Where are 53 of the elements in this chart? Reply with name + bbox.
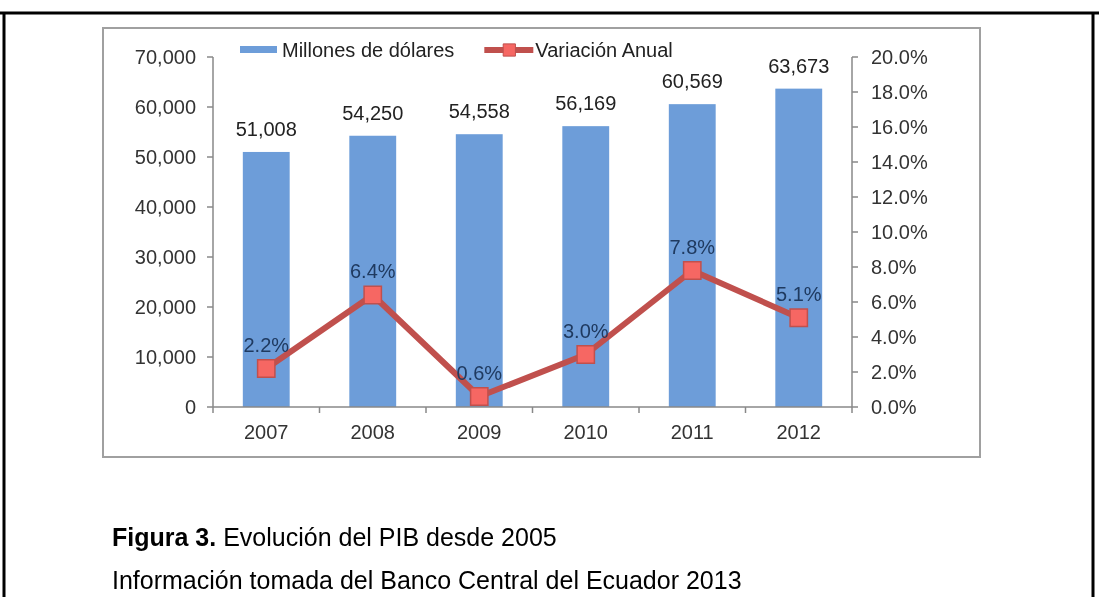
y2-tick-label: 18.0% xyxy=(871,81,928,103)
data-label: 0.6% xyxy=(456,361,503,384)
bar xyxy=(562,126,610,407)
data-label: 6.4% xyxy=(349,260,396,282)
y2-tick-label: 12.0% xyxy=(871,186,928,208)
data-label: 56,169 xyxy=(555,92,617,115)
y-tick-label: 40,000 xyxy=(134,196,196,218)
x-tick-label: 2008 xyxy=(350,421,395,443)
x-tick-label: 2009 xyxy=(457,421,502,443)
data-label: 54,250 xyxy=(342,101,404,124)
y2-tick-label: 0.0% xyxy=(871,396,917,418)
y2-tick-label: 8.0% xyxy=(871,256,917,278)
data-label: 63,673 xyxy=(768,54,830,77)
data-label: 51,008 xyxy=(235,117,297,140)
point xyxy=(789,308,809,328)
legend-label: Variación Anual xyxy=(535,39,673,61)
y2-tick-label: 4.0% xyxy=(871,326,917,348)
y2-tick-label: 10.0% xyxy=(871,221,928,243)
data-label: 54,558 xyxy=(448,100,510,123)
y2-tick-label: 14.0% xyxy=(871,151,928,173)
y-tick-label: 50,000 xyxy=(134,146,196,168)
y-tick-label: 70,000 xyxy=(134,46,196,68)
bar xyxy=(668,104,716,407)
bar xyxy=(455,134,503,407)
x-tick-label: 2010 xyxy=(563,421,608,443)
x-tick-label: 2011 xyxy=(670,421,714,443)
point xyxy=(363,285,383,305)
y-tick-label: 30,000 xyxy=(134,246,196,268)
data-label: 3.0% xyxy=(562,319,609,342)
y-tick-label: 0 xyxy=(184,396,196,418)
legend-label: Millones de dólares xyxy=(282,39,455,61)
bar xyxy=(349,135,397,407)
y2-tick-label: 16.0% xyxy=(871,116,928,138)
bar xyxy=(775,88,823,407)
data-label: 2.2% xyxy=(243,333,290,356)
y-tick-label: 60,000 xyxy=(134,96,196,118)
point xyxy=(256,359,276,378)
x-tick-label: 2007 xyxy=(244,421,289,443)
point xyxy=(469,387,489,406)
point xyxy=(576,345,596,364)
text: Figura 3. Evolución del PIB desde 2005 xyxy=(112,523,557,551)
y-tick-label: 20,000 xyxy=(134,296,196,318)
bar xyxy=(242,151,290,407)
text: Información tomada del Banco Central del Ecuador 2013 xyxy=(112,566,742,594)
x-tick-label: 2012 xyxy=(776,421,821,443)
y-tick-label: 10,000 xyxy=(134,346,196,368)
y2-tick-label: 6.0% xyxy=(871,291,917,313)
data-label: 60,569 xyxy=(661,70,723,93)
point xyxy=(682,261,702,280)
y2-tick-label: 20.0% xyxy=(871,46,928,68)
y2-tick-label: 2.0% xyxy=(871,361,917,383)
data-label: 7.8% xyxy=(669,235,716,258)
data-label: 5.1% xyxy=(775,282,822,305)
